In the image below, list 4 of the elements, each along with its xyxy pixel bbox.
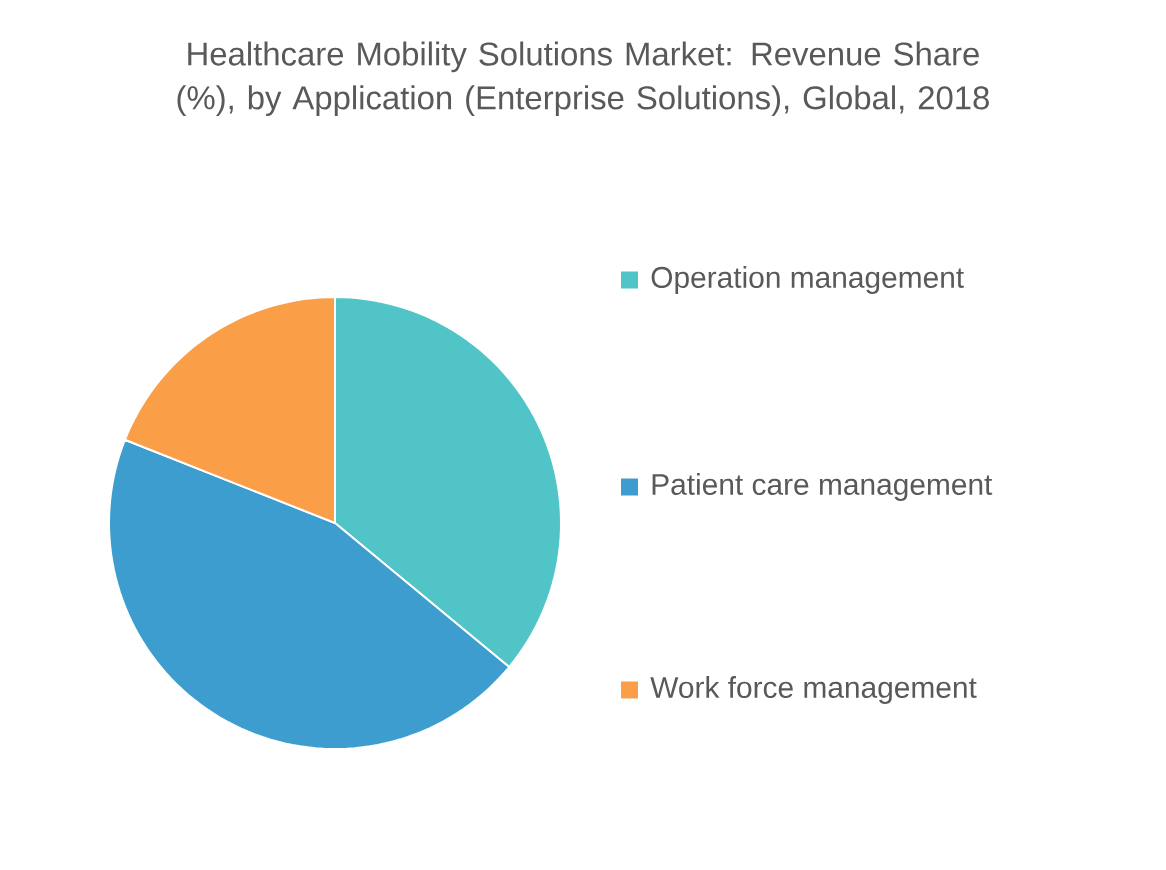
legend-label: Work force management	[650, 676, 977, 704]
legend-label: Patient care management	[652, 473, 993, 501]
chart-title: Healthcare Mobility Solutions Market: Revenue Share (%), by Application (Enterprise Solutions), Global, 2018	[177, 41, 989, 117]
legend-label: Operation management	[651, 266, 964, 294]
